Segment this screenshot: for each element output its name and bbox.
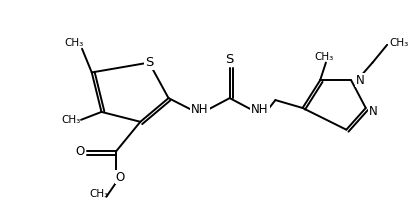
Text: CH₃: CH₃ bbox=[314, 52, 333, 62]
Text: O: O bbox=[115, 171, 124, 184]
Text: NH: NH bbox=[190, 103, 208, 116]
Text: S: S bbox=[144, 56, 153, 69]
Text: N: N bbox=[368, 105, 377, 119]
Text: CH₃: CH₃ bbox=[62, 115, 81, 125]
Text: NH: NH bbox=[250, 103, 268, 116]
Text: O: O bbox=[75, 145, 85, 158]
Text: N: N bbox=[355, 74, 364, 87]
Text: CH₃: CH₃ bbox=[89, 189, 108, 199]
Text: S: S bbox=[225, 53, 234, 66]
Text: CH₃: CH₃ bbox=[388, 38, 407, 48]
Text: CH₃: CH₃ bbox=[65, 38, 84, 48]
